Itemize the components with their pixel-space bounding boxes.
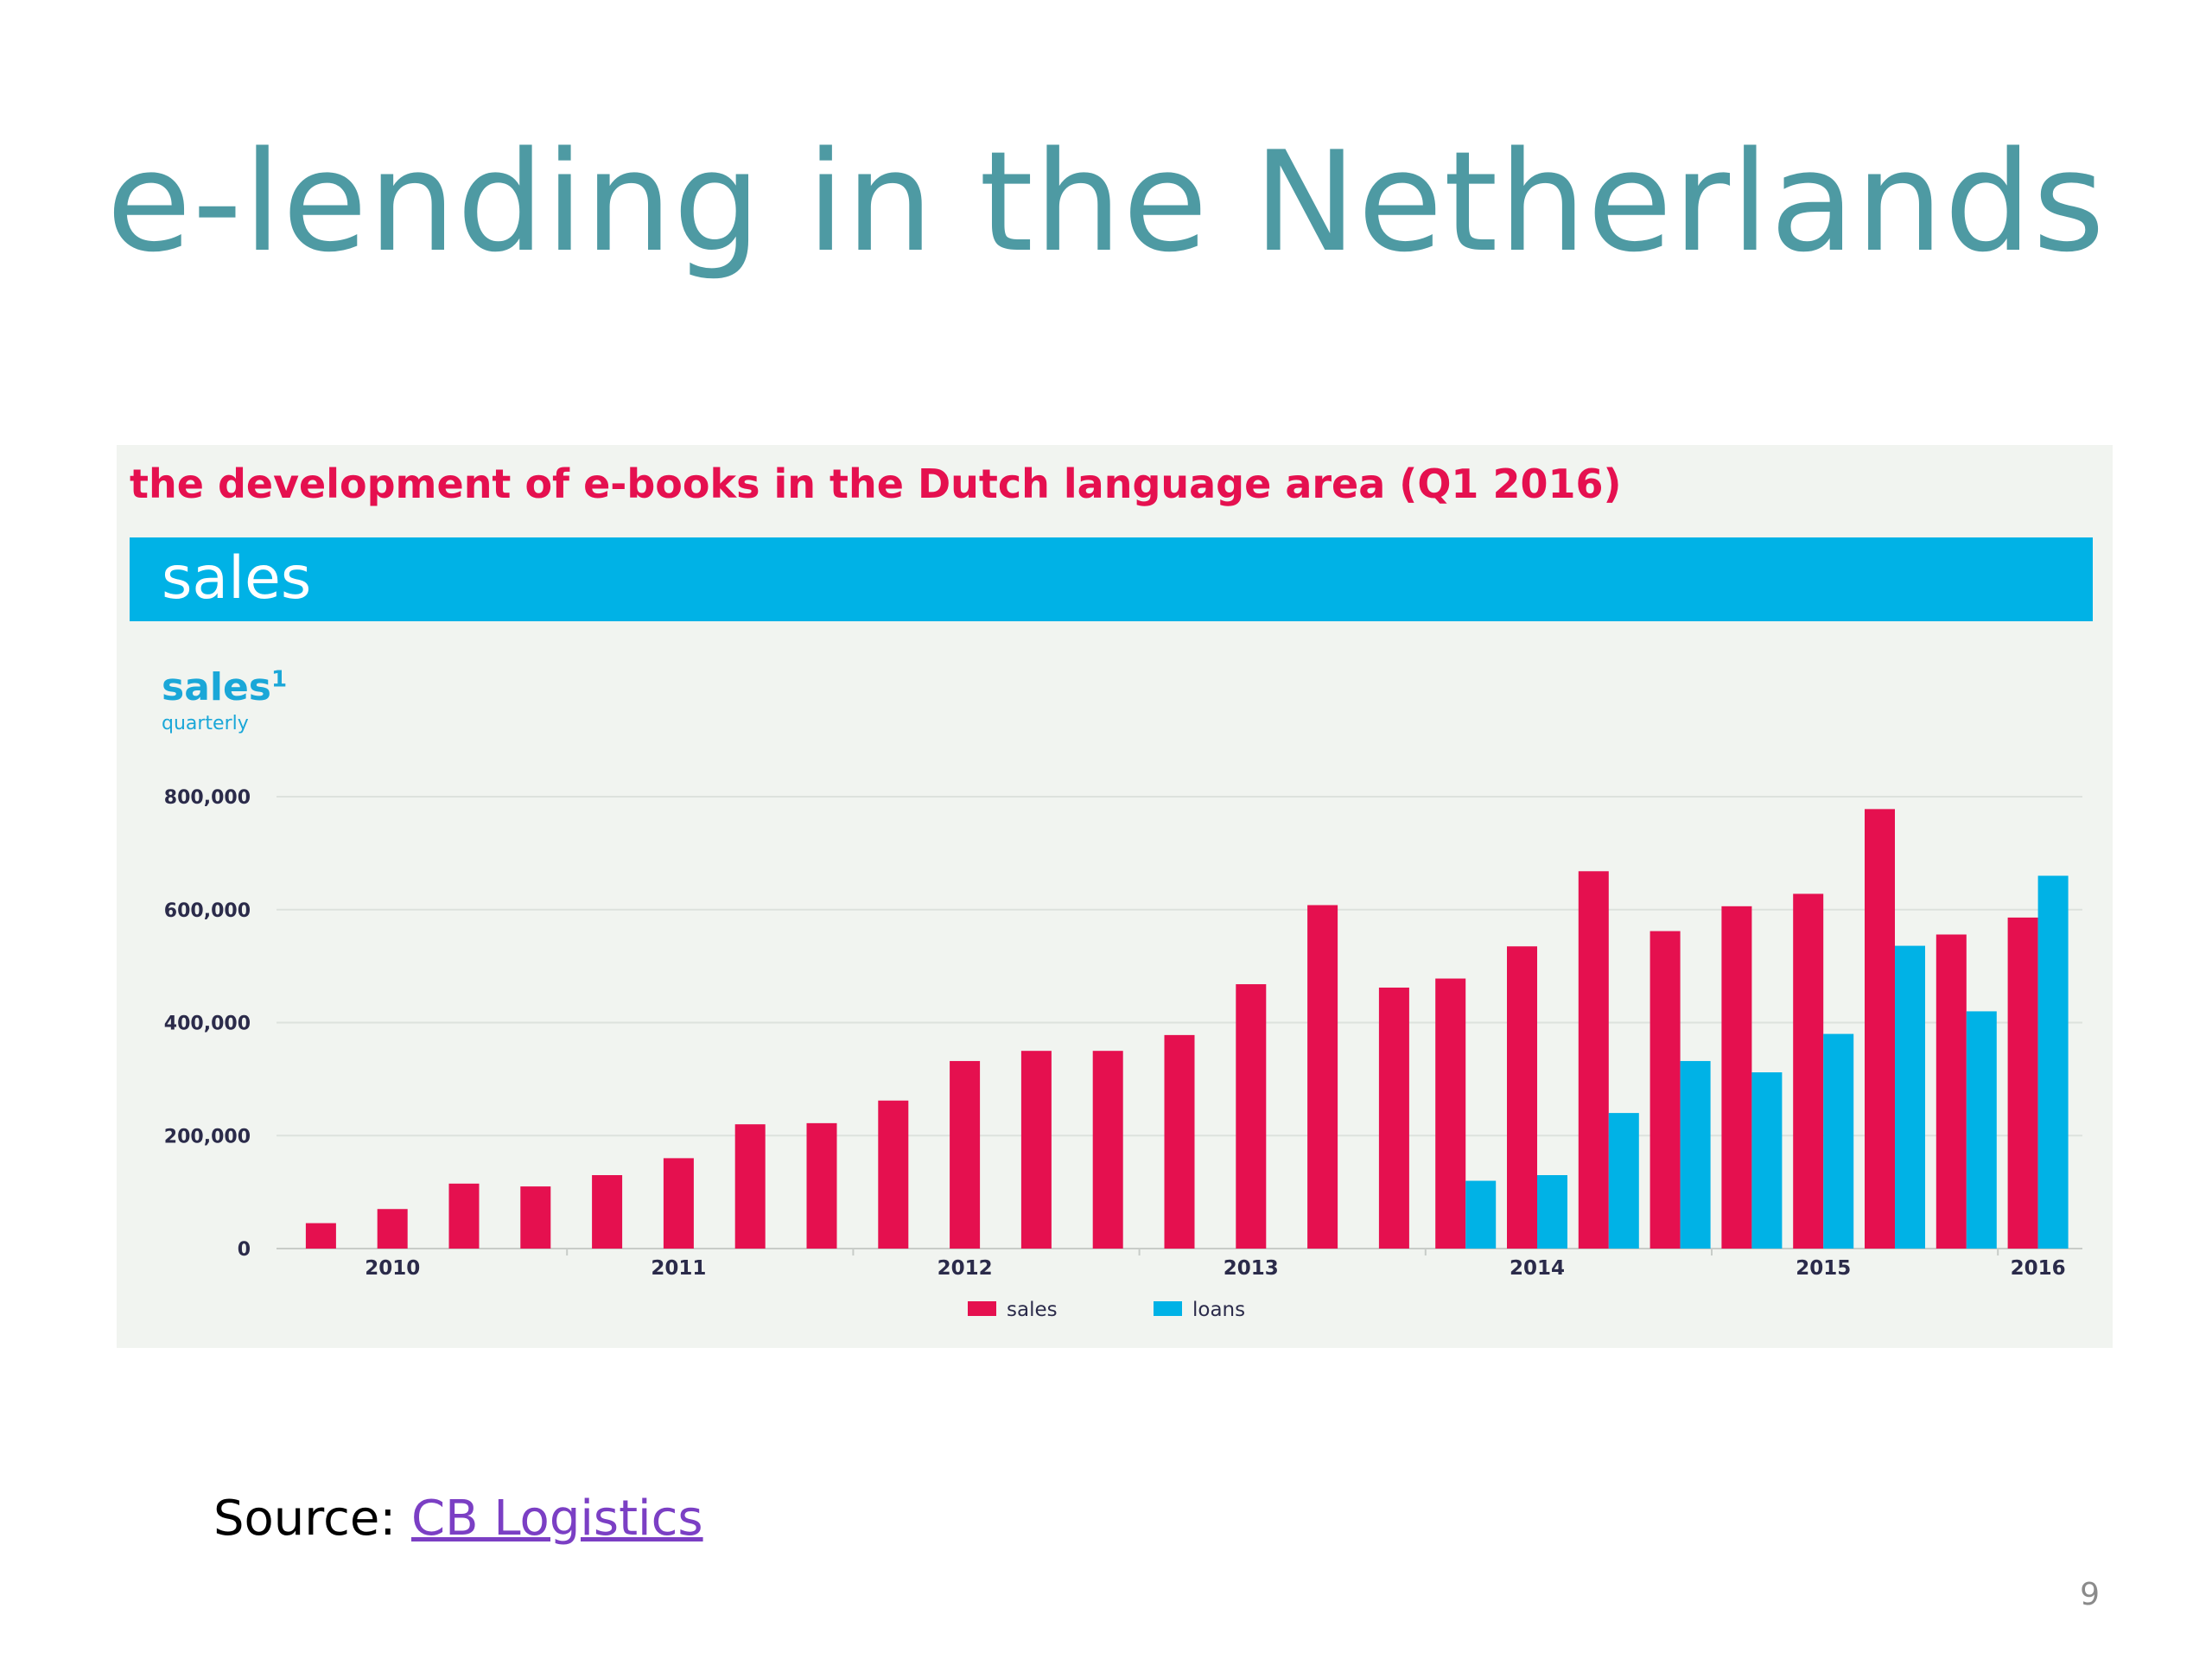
sales-bar xyxy=(2007,917,2038,1249)
chart-label: sales1 xyxy=(162,665,287,709)
sales-bar xyxy=(1865,809,1895,1249)
x-year-label: 2012 xyxy=(938,1257,993,1280)
sales-bar xyxy=(1236,984,1267,1249)
source-line: Source: CB Logistics xyxy=(213,1491,703,1547)
sales-bar xyxy=(1020,1051,1052,1249)
chart-sublabel: quarterly xyxy=(162,713,249,734)
y-tick-label: 200,000 xyxy=(164,1126,251,1147)
page-number: 9 xyxy=(2080,1577,2100,1612)
bar-chart: 0 200,000 400,000 600,000 800,000 2010 2011 201… xyxy=(164,787,2082,1321)
sales-bar xyxy=(1435,978,1466,1249)
chart-label-footnote: 1 xyxy=(271,666,288,693)
sales-bar xyxy=(1793,893,1824,1249)
x-year-label: 2011 xyxy=(651,1257,706,1280)
x-year-label: 2014 xyxy=(1510,1257,1565,1280)
sales-bar xyxy=(1378,987,1409,1249)
legend-label-loans: loans xyxy=(1192,1299,1245,1321)
loans-bar xyxy=(1608,1113,1639,1249)
loans-bar xyxy=(2037,875,2069,1249)
chart-heading: the development of e-books in the Dutch … xyxy=(130,461,1622,507)
sales-bar xyxy=(1164,1034,1195,1249)
y-tick-label: 0 xyxy=(238,1239,251,1261)
x-year-label: 2016 xyxy=(2011,1257,2066,1280)
x-year-label: 2010 xyxy=(365,1257,420,1280)
chart-label-text: sales xyxy=(162,665,271,709)
x-year-label: 2013 xyxy=(1224,1257,1279,1280)
loans-bar xyxy=(1537,1175,1567,1249)
section-label: sales xyxy=(162,544,312,613)
loans-bar xyxy=(1465,1180,1497,1249)
loans-bar xyxy=(1966,1011,1997,1249)
sales-bar xyxy=(663,1158,694,1249)
x-year-label: 2015 xyxy=(1796,1257,1851,1280)
section-bar: sales xyxy=(130,537,2093,621)
chart-panel: the development of e-books in the Dutch … xyxy=(117,445,2113,1348)
sales-bar xyxy=(592,1175,623,1249)
sales-bar xyxy=(806,1122,837,1249)
loans-bar xyxy=(1751,1072,1783,1249)
sales-bar xyxy=(1578,871,1609,1249)
sales-bar xyxy=(734,1124,766,1249)
loans-bar xyxy=(1680,1060,1711,1249)
source-link[interactable]: CB Logistics xyxy=(411,1491,703,1547)
sales-bar xyxy=(1721,906,1752,1249)
sales-bar xyxy=(1649,931,1681,1249)
sales-bar xyxy=(1092,1051,1123,1249)
sales-bar xyxy=(377,1209,408,1249)
sales-bar xyxy=(448,1183,480,1249)
legend-label-sales: sales xyxy=(1007,1299,1058,1321)
loans-bar xyxy=(1895,945,1925,1249)
loans-bar xyxy=(1823,1033,1854,1249)
y-tick-label: 600,000 xyxy=(164,900,251,922)
y-tick-label: 400,000 xyxy=(164,1014,251,1035)
legend-swatch-sales xyxy=(968,1301,996,1316)
y-tick-label: 800,000 xyxy=(164,787,251,809)
sales-bar xyxy=(1507,946,1537,1249)
source-label: Source: xyxy=(213,1491,397,1547)
legend-swatch-loans xyxy=(1154,1301,1182,1316)
sales-bar xyxy=(878,1100,909,1249)
sales-bar xyxy=(950,1060,981,1249)
sales-bar xyxy=(1936,934,1967,1249)
sales-bar xyxy=(520,1186,551,1249)
slide-title: e-lending in the Netherlands xyxy=(106,121,2106,283)
sales-bar xyxy=(1307,905,1338,1249)
sales-bar xyxy=(305,1223,336,1249)
